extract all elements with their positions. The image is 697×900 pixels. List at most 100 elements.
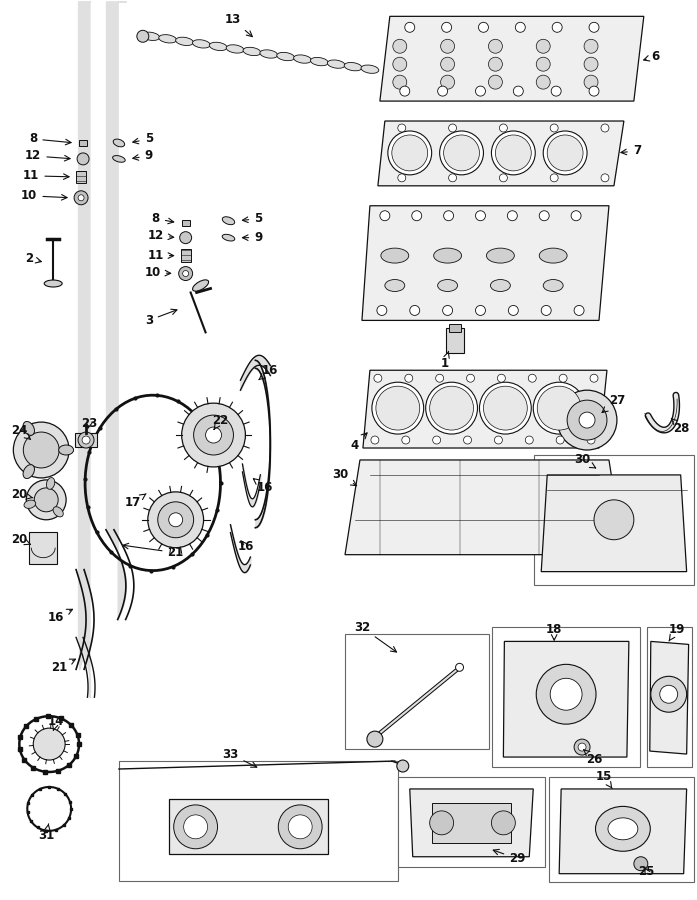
Circle shape (137, 31, 148, 42)
Circle shape (584, 76, 598, 89)
Circle shape (367, 731, 383, 747)
Text: 32: 32 (354, 621, 397, 652)
Ellipse shape (344, 62, 362, 71)
Circle shape (498, 374, 505, 382)
Circle shape (590, 374, 598, 382)
Ellipse shape (53, 507, 63, 517)
Text: 10: 10 (145, 266, 171, 279)
Circle shape (436, 374, 443, 382)
Circle shape (78, 194, 84, 201)
Circle shape (398, 174, 406, 182)
Text: 33: 33 (222, 748, 256, 767)
Circle shape (533, 382, 585, 434)
Circle shape (478, 22, 489, 32)
Circle shape (491, 131, 535, 175)
Ellipse shape (227, 45, 244, 53)
Circle shape (440, 131, 484, 175)
Circle shape (550, 679, 582, 710)
Text: 19: 19 (668, 623, 685, 641)
Text: 16: 16 (254, 479, 273, 494)
Circle shape (388, 131, 431, 175)
Circle shape (551, 86, 561, 96)
Circle shape (449, 174, 457, 182)
Bar (398, 777, 545, 867)
Circle shape (401, 436, 410, 444)
Circle shape (634, 857, 648, 870)
Circle shape (372, 382, 424, 434)
Circle shape (536, 664, 596, 725)
Circle shape (589, 86, 599, 96)
Circle shape (34, 488, 58, 512)
Text: 2: 2 (25, 252, 41, 266)
Circle shape (660, 685, 677, 703)
Bar (182, 220, 190, 226)
Circle shape (489, 76, 503, 89)
Text: 3: 3 (145, 310, 177, 327)
Ellipse shape (176, 37, 193, 46)
Circle shape (475, 305, 485, 315)
Circle shape (74, 191, 88, 205)
Circle shape (23, 432, 59, 468)
Circle shape (178, 266, 192, 281)
Circle shape (651, 676, 687, 712)
Circle shape (26, 480, 66, 520)
Circle shape (174, 805, 217, 849)
Bar (181, 249, 191, 262)
Text: 25: 25 (638, 865, 655, 878)
Circle shape (393, 40, 407, 53)
Circle shape (400, 86, 410, 96)
Circle shape (594, 500, 634, 540)
Text: 24: 24 (11, 424, 31, 439)
Ellipse shape (361, 65, 378, 73)
Text: 20: 20 (11, 489, 33, 501)
Ellipse shape (487, 248, 514, 263)
Circle shape (433, 436, 441, 444)
Circle shape (180, 231, 192, 244)
Ellipse shape (434, 248, 461, 263)
Circle shape (374, 374, 382, 382)
Text: 29: 29 (493, 850, 526, 865)
Circle shape (405, 22, 415, 32)
Text: 21: 21 (123, 544, 184, 559)
Bar (79, 140, 87, 146)
Ellipse shape (381, 248, 408, 263)
Ellipse shape (192, 280, 208, 292)
Circle shape (584, 40, 598, 53)
Ellipse shape (142, 32, 160, 40)
Ellipse shape (23, 421, 34, 436)
Circle shape (397, 760, 408, 772)
Circle shape (539, 211, 549, 220)
Circle shape (206, 428, 222, 443)
Bar (169, 799, 328, 854)
Ellipse shape (491, 280, 510, 292)
Circle shape (412, 211, 422, 220)
Text: 27: 27 (602, 393, 625, 412)
Polygon shape (650, 642, 689, 754)
Ellipse shape (222, 234, 235, 241)
Circle shape (398, 124, 406, 132)
Text: 8: 8 (29, 132, 71, 146)
Text: 11: 11 (148, 249, 174, 262)
Ellipse shape (539, 248, 567, 263)
Circle shape (496, 135, 531, 171)
Text: 8: 8 (152, 212, 174, 225)
Circle shape (489, 58, 503, 71)
Bar (647, 627, 691, 767)
Ellipse shape (44, 280, 62, 287)
Text: 1: 1 (441, 351, 449, 370)
Circle shape (543, 131, 587, 175)
Circle shape (278, 805, 322, 849)
Text: 6: 6 (643, 50, 660, 63)
Ellipse shape (113, 140, 125, 147)
Bar (119, 761, 398, 881)
Text: 10: 10 (21, 189, 67, 202)
Circle shape (513, 86, 523, 96)
Circle shape (587, 436, 595, 444)
Text: 23: 23 (81, 417, 97, 429)
Text: 14: 14 (48, 715, 64, 731)
Bar (492, 627, 640, 767)
Ellipse shape (328, 60, 345, 68)
Bar (549, 777, 694, 882)
Text: 13: 13 (224, 13, 252, 37)
Circle shape (466, 374, 475, 382)
